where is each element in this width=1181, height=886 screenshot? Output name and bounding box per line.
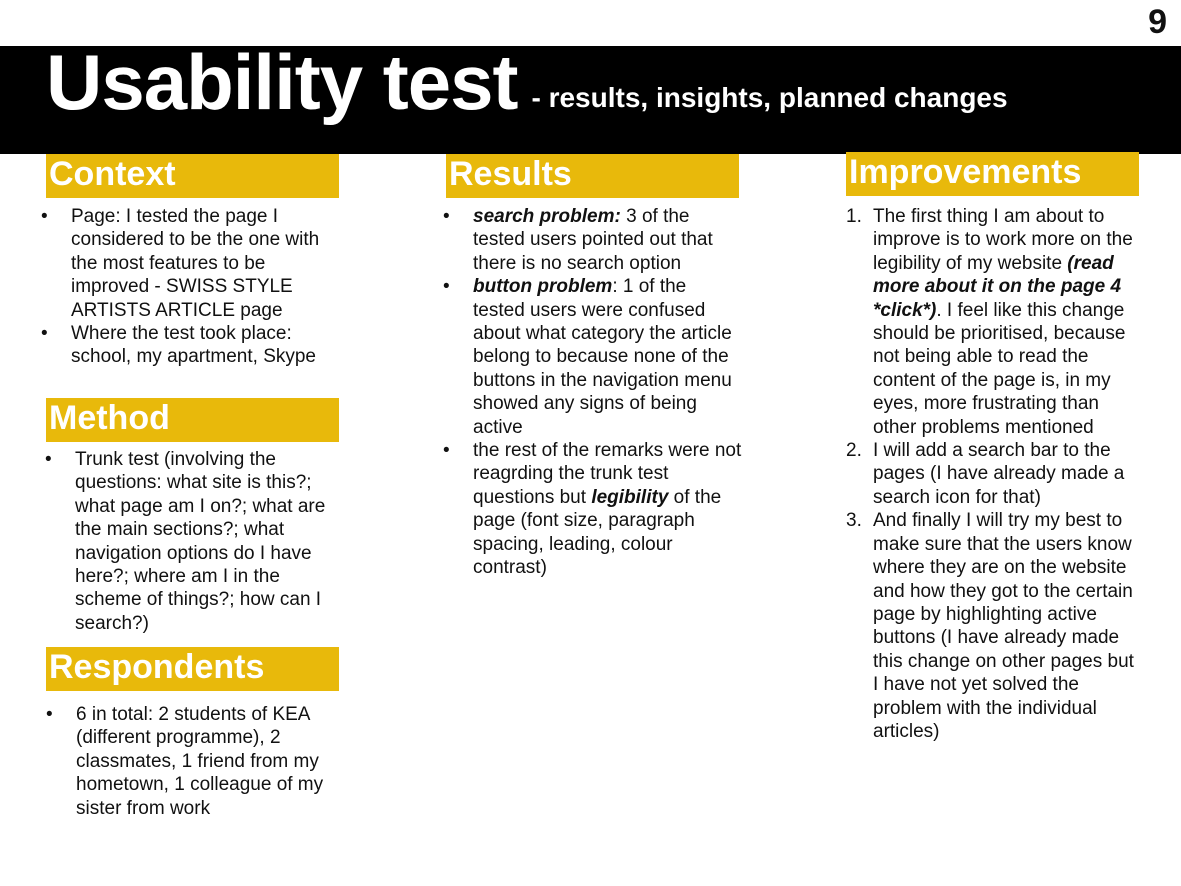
page-title: Usability test bbox=[46, 38, 518, 126]
bullet-marker: • bbox=[443, 206, 450, 227]
title-bar: Usability test - results, insights, plann… bbox=[0, 43, 1181, 154]
list-item: • the rest of the remarks were not reagr… bbox=[443, 440, 742, 579]
list-item: 2. I will add a search bar to the pages … bbox=[846, 440, 1125, 508]
page-subtitle: - results, insights, planned changes bbox=[531, 82, 1008, 113]
improvements-list: 1. The first thing I am about to improve… bbox=[846, 205, 1143, 743]
list-item: • search problem: 3 of the tested users … bbox=[443, 206, 713, 274]
list-item: • Where the test took place: school, my … bbox=[41, 323, 316, 368]
list-item: 3. And finally I will try my best to mak… bbox=[846, 510, 1134, 742]
list-item: • Page: I tested the page I considered t… bbox=[41, 206, 320, 321]
number-marker: 3. bbox=[846, 510, 862, 532]
bullet-marker: • bbox=[41, 323, 48, 345]
respondents-list: • 6 in total: 2 students of KEA (differe… bbox=[46, 703, 346, 820]
bullet-marker: • bbox=[46, 704, 53, 725]
bullet-marker: • bbox=[443, 276, 450, 298]
list-item: • button problem: 1 of the tested users … bbox=[443, 276, 732, 438]
bullet-marker: • bbox=[443, 440, 450, 462]
list-item: • Trunk test (involving the questions: w… bbox=[45, 449, 326, 634]
list-item: • 6 in total: 2 students of KEA (differe… bbox=[46, 704, 324, 819]
method-heading: Method bbox=[46, 398, 339, 442]
results-list: • search problem: 3 of the tested users … bbox=[443, 205, 743, 580]
number-marker: 2. bbox=[846, 440, 862, 462]
context-heading: Context bbox=[46, 154, 339, 198]
page-number: 9 bbox=[1148, 3, 1167, 41]
bullet-marker: • bbox=[41, 206, 48, 227]
bullet-marker: • bbox=[45, 449, 52, 470]
results-heading: Results bbox=[446, 154, 739, 198]
context-list: • Page: I tested the page I considered t… bbox=[41, 205, 341, 369]
list-item: 1. The first thing I am about to improve… bbox=[846, 206, 1133, 438]
improvements-heading: Improvements bbox=[846, 152, 1139, 196]
method-list: • Trunk test (involving the questions: w… bbox=[45, 448, 345, 635]
respondents-heading: Respondents bbox=[46, 647, 339, 691]
number-marker: 1. bbox=[846, 206, 862, 227]
